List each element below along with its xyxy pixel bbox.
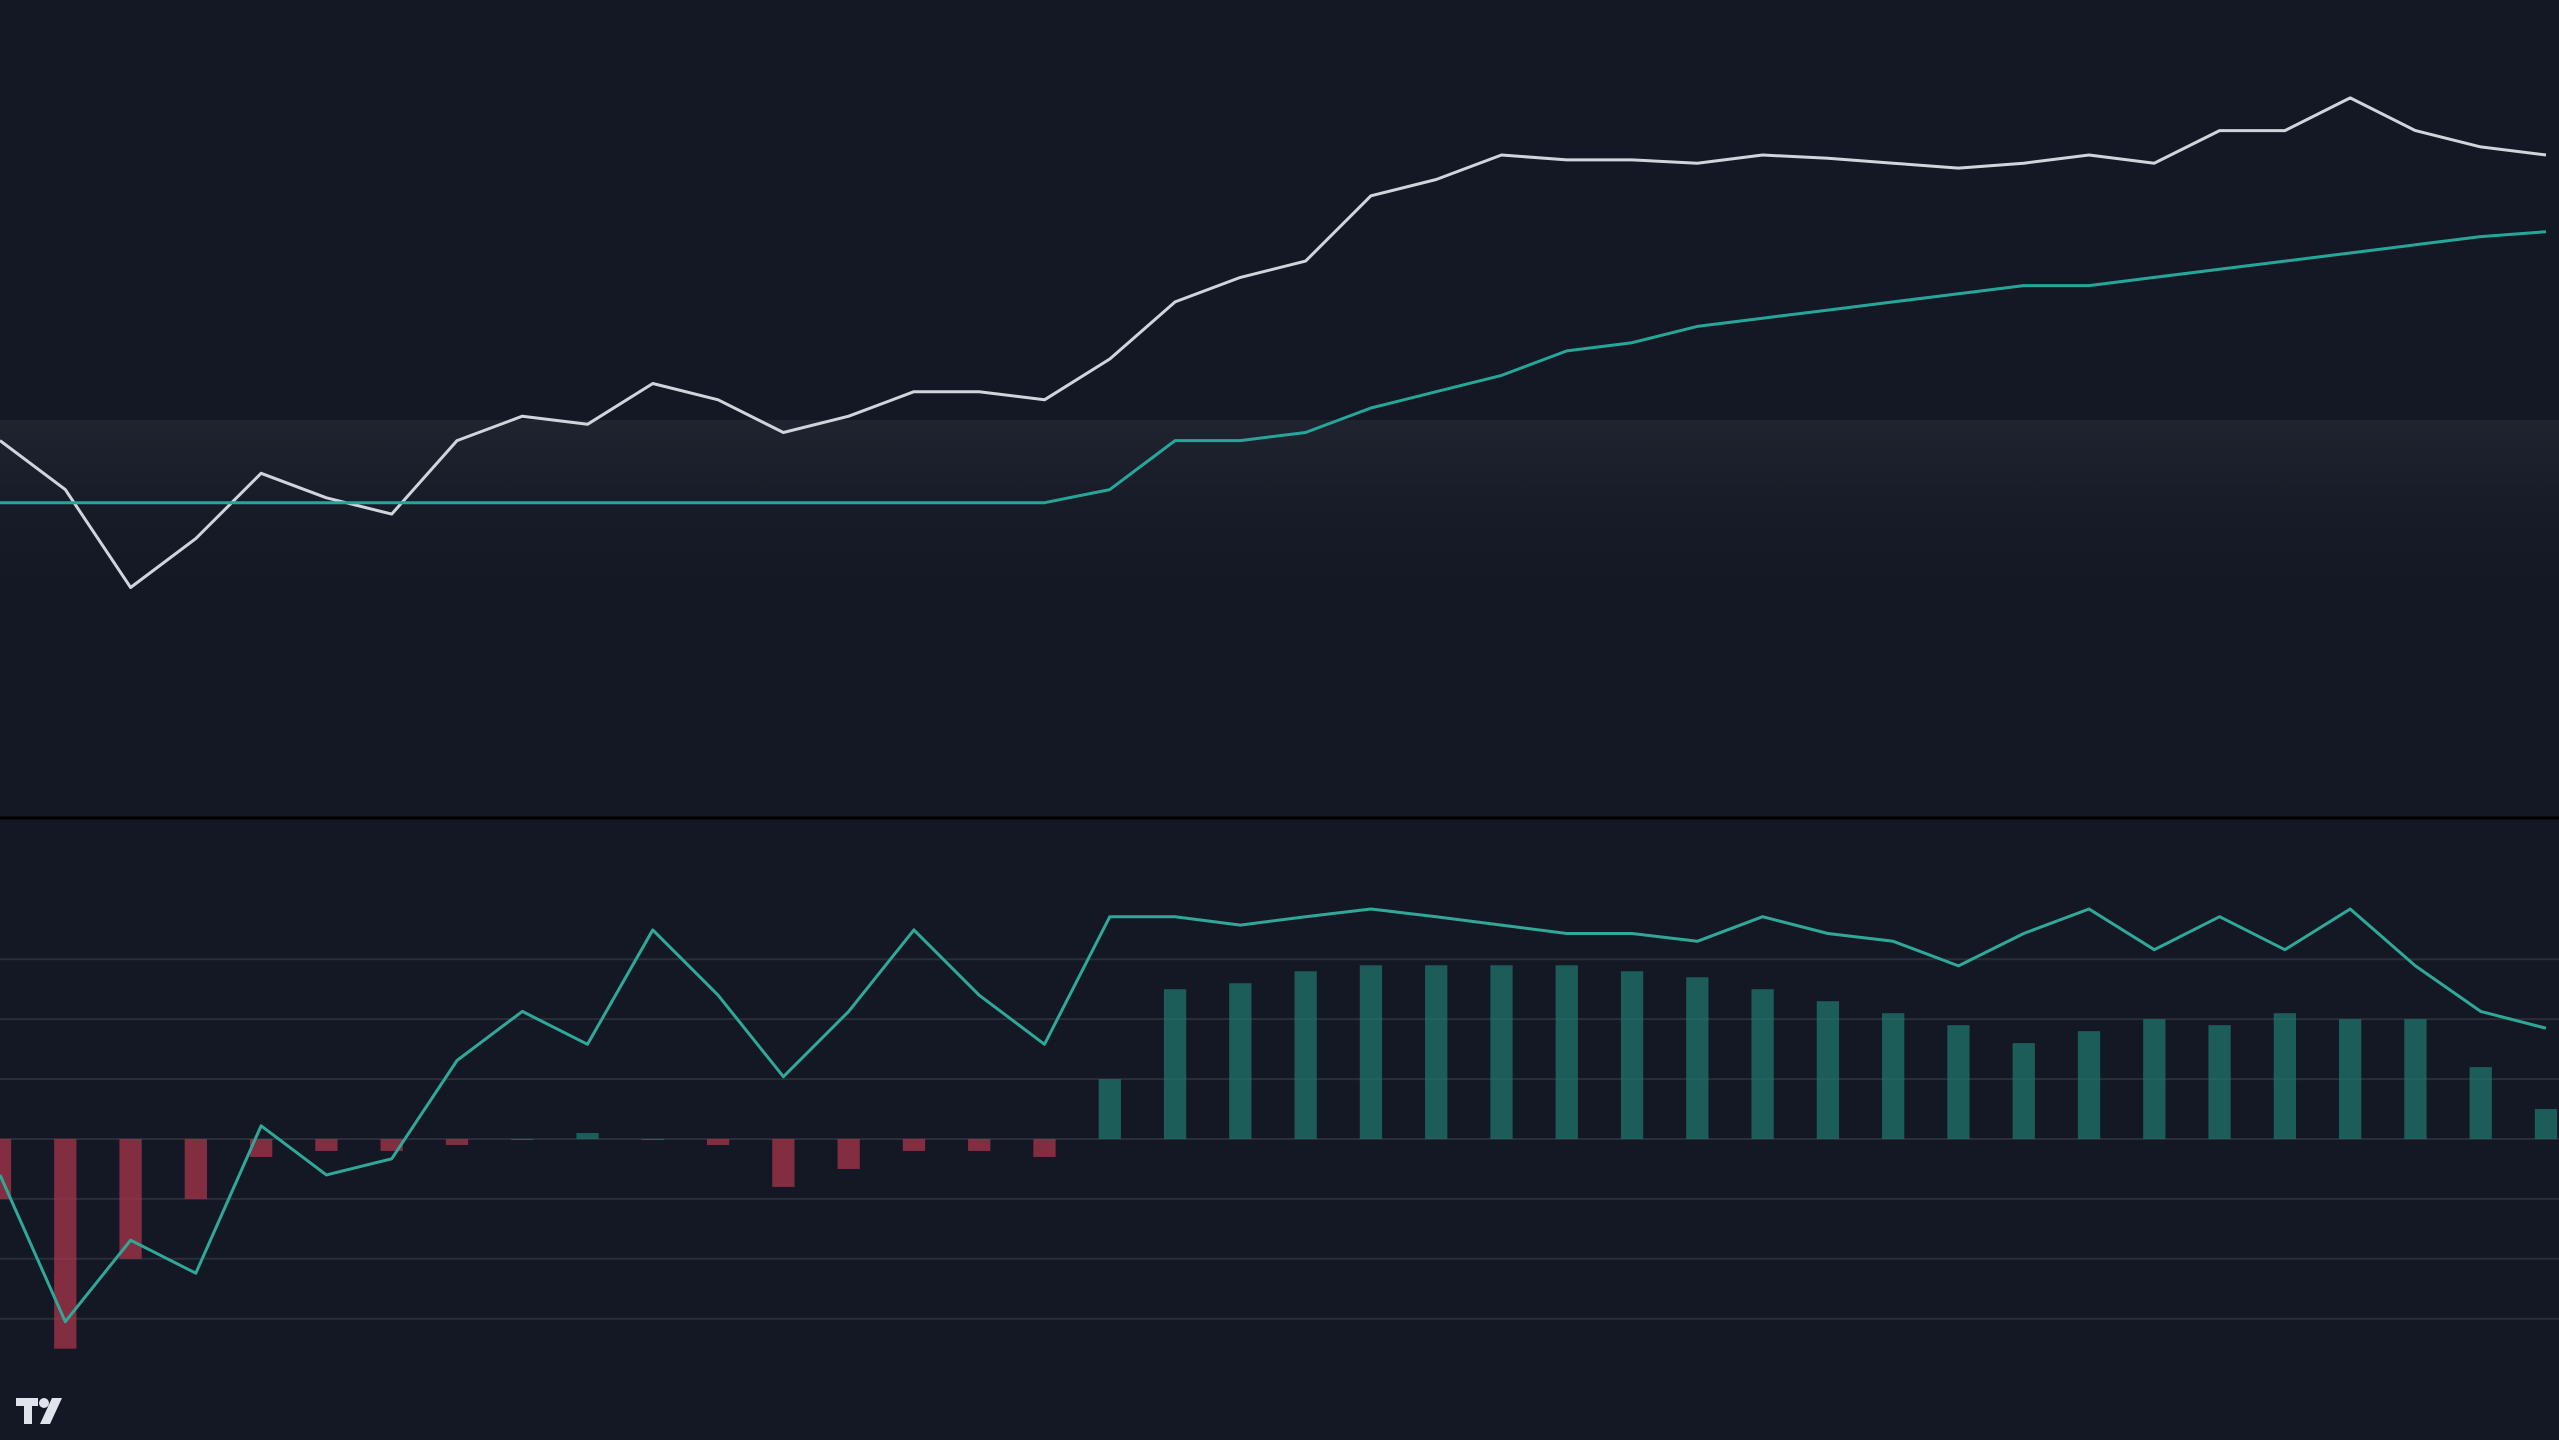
- histogram-bar: [902, 1138, 926, 1151]
- histogram-bar: [1816, 1001, 1840, 1139]
- histogram-bar: [1229, 983, 1252, 1139]
- histogram-bar: [641, 1138, 664, 1140]
- series-line: [0, 907, 2547, 1324]
- histogram-bar: [706, 1138, 730, 1145]
- histogram-bar: [2469, 1067, 2492, 1139]
- histogram-bar: [315, 1138, 338, 1151]
- histogram-bar: [1163, 989, 1187, 1139]
- series-line: [0, 230, 2547, 505]
- histogram-bar: [184, 1138, 207, 1199]
- histogram-bar: [1425, 965, 1448, 1139]
- histogram-bar: [1620, 971, 1644, 1139]
- histogram-bar: [772, 1138, 795, 1187]
- histogram-bar: [1490, 965, 1513, 1139]
- histogram-bar: [54, 1138, 77, 1349]
- histogram-bar: [445, 1138, 469, 1145]
- histogram-bar: [2404, 1019, 2427, 1139]
- histogram-bar: [119, 1138, 142, 1259]
- histogram-bar: [2143, 1019, 2166, 1139]
- histogram-bar: [968, 1138, 991, 1151]
- histogram-bar: [1751, 989, 1774, 1139]
- series-line: [0, 96, 2547, 589]
- histogram-bar: [1882, 1013, 1905, 1139]
- histogram-bar: [837, 1138, 860, 1169]
- histogram-bar: [1555, 965, 1578, 1139]
- histogram-bar: [1359, 965, 1383, 1139]
- histogram-bar: [576, 1132, 599, 1139]
- histogram-bar: [1033, 1138, 1056, 1157]
- histogram-bar: [2208, 1025, 2231, 1139]
- histogram-bar: [249, 1138, 273, 1157]
- histogram-bar: [1294, 971, 1317, 1139]
- histogram-bar: [1098, 1079, 1121, 1139]
- histogram-bar: [1947, 1025, 1970, 1139]
- histogram-bar: [2339, 1019, 2362, 1139]
- histogram-bar: [2077, 1031, 2101, 1139]
- histogram-bar: [2012, 1043, 2035, 1139]
- histogram-bar: [380, 1138, 403, 1151]
- histogram-bar: [511, 1138, 534, 1140]
- histogram-bar: [0, 1138, 12, 1199]
- logo: [16, 1398, 62, 1424]
- histogram-bar: [2273, 1013, 2297, 1139]
- histogram-bar: [1686, 977, 1709, 1139]
- band-glow: [0, 420, 2559, 620]
- histogram-bar: [2534, 1109, 2558, 1139]
